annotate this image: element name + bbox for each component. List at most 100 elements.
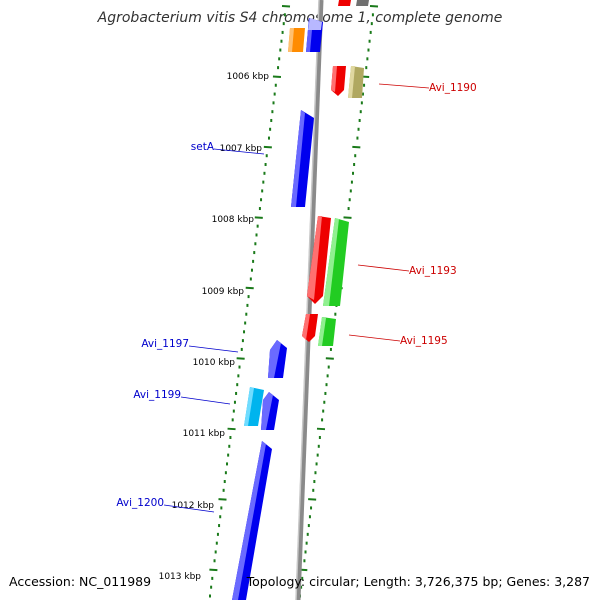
scale-tick-minor — [359, 110, 362, 114]
scale-tick-major — [218, 498, 227, 501]
scale-tick-minor — [227, 453, 230, 457]
scale-tick-minor — [245, 312, 248, 316]
scale-tick-minor — [370, 22, 373, 26]
scale-tick-minor — [368, 39, 371, 43]
chromosome-backbone — [295, 0, 324, 600]
gene-avi-1195-green[interactable] — [318, 317, 336, 346]
scale-tick-minor — [334, 312, 337, 316]
scale-tick-minor — [306, 532, 309, 536]
scale-tick-minor — [272, 101, 275, 105]
gene-avi-1190-red[interactable] — [331, 66, 346, 96]
scale-tick-major — [254, 216, 263, 219]
scale-tick-minor — [305, 541, 308, 545]
scale-tick-minor — [353, 163, 356, 167]
gene-avi-1199-cyan[interactable] — [244, 387, 264, 426]
scale-label: 1008 kbp — [212, 215, 255, 225]
scale-tick-minor — [235, 391, 238, 395]
gene-top-red[interactable] — [338, 0, 351, 6]
scale-tick-minor — [371, 13, 374, 17]
scale-tick-minor — [317, 444, 320, 448]
scale-tick-minor — [228, 444, 231, 448]
scale-tick-minor — [252, 259, 255, 263]
scale-tick-minor — [222, 488, 225, 492]
scale-tick-minor — [329, 347, 332, 351]
scale-tick-minor — [327, 365, 330, 369]
scale-tick-major — [272, 75, 281, 78]
gene-top-blue[interactable] — [306, 18, 323, 52]
scale-tick-minor — [277, 66, 280, 70]
gene-avi-1200[interactable] — [232, 441, 272, 600]
scale-tick-minor — [358, 118, 361, 122]
scale-tick-minor — [323, 400, 326, 404]
scale-tick-minor — [347, 207, 350, 211]
scale-tick-minor — [318, 435, 321, 439]
scale-tick-minor — [249, 277, 252, 281]
scale-tick-minor — [357, 127, 360, 131]
scale-tick-minor — [241, 339, 244, 343]
scale-tick-minor — [209, 594, 211, 598]
scale-tick-major — [236, 357, 245, 360]
gene-avi-1195-red[interactable] — [302, 314, 318, 342]
gene-label[interactable]: Avi_1200 — [116, 497, 164, 509]
scale-tick-minor — [261, 189, 264, 193]
scale-tick-minor — [304, 550, 307, 554]
forward-strand-ticks — [209, 5, 291, 598]
scale-tick-minor — [366, 57, 369, 61]
accession-label: Accession: NC_011989 — [9, 574, 152, 589]
scale-tick-minor — [265, 154, 268, 158]
scale-tick-minor — [315, 462, 318, 466]
gene-label-leader — [188, 345, 239, 353]
scale-tick-major — [209, 568, 218, 572]
scale-tick-major — [281, 5, 291, 8]
gene-label[interactable]: Avi_1195 — [400, 335, 448, 347]
gene-label[interactable]: Avi_1197 — [141, 338, 189, 350]
scale-tick-minor — [360, 101, 363, 105]
scale-tick-minor — [310, 506, 313, 510]
gene-top-gray[interactable] — [356, 0, 369, 6]
scale-tick-minor — [254, 242, 257, 246]
scale-tick-minor — [270, 118, 273, 122]
gene-label[interactable]: setA — [191, 141, 215, 153]
gene-label[interactable]: Avi_1193 — [409, 265, 457, 277]
scale-tick-minor — [229, 435, 232, 439]
scale-tick-minor — [260, 198, 263, 202]
scale-tick-minor — [219, 515, 222, 519]
scale-tick-minor — [237, 374, 240, 378]
gene-label-leader — [163, 504, 215, 513]
gene-avi-1199-blue[interactable] — [261, 392, 279, 430]
gene-avi-1193-green[interactable] — [323, 218, 349, 306]
scale-label: 1011 kbp — [183, 429, 226, 439]
gene-label[interactable]: Avi_1199 — [133, 389, 181, 401]
scale-tick-minor — [210, 585, 213, 589]
gene-avi-1197[interactable] — [268, 340, 287, 378]
scale-tick-minor — [352, 171, 355, 175]
gene-avi-1193-red[interactable] — [307, 216, 331, 304]
scale-tick-minor — [243, 330, 246, 334]
scale-tick-minor — [325, 383, 328, 387]
gene-label[interactable]: Avi_1190 — [429, 82, 477, 94]
scale-tick-minor — [256, 224, 259, 228]
scale-tick-minor — [300, 585, 303, 589]
scale-tick-minor — [365, 66, 368, 70]
scale-tick-minor — [246, 303, 249, 307]
scale-tick-minor — [278, 57, 281, 61]
gene-labels: setA Avi_1197 Avi_1199 Avi_1200 Avi_1190 Avi_… — [116, 82, 477, 513]
scale-tick-minor — [216, 532, 219, 536]
scale-tick-minor — [350, 180, 353, 184]
scale-tick-minor — [215, 541, 218, 545]
scale-tick-minor — [356, 136, 359, 140]
scale-tick-major — [316, 427, 326, 431]
scale-tick-major — [343, 216, 352, 219]
gene-top-orange[interactable] — [288, 28, 305, 52]
scale-labels: 1006 kbp 1007 kbp 1008 kbp 1009 kbp 1010 kbp… — [159, 72, 270, 582]
scale-tick-minor — [233, 400, 236, 404]
gene-avi-1190-khaki[interactable] — [348, 66, 364, 98]
scale-tick-minor — [273, 92, 276, 96]
scale-label: 1012 kbp — [172, 501, 215, 511]
scale-tick-minor — [218, 524, 221, 528]
scale-tick-major — [352, 145, 361, 149]
scale-tick-major — [263, 145, 272, 149]
scale-tick-minor — [264, 163, 267, 167]
gene-setA[interactable] — [291, 110, 314, 207]
